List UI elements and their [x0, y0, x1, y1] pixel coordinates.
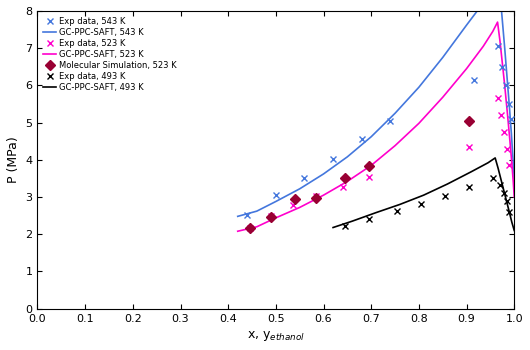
Legend: Exp data, 543 K, GC-PPC-SAFT, 543 K, Exp data, 523 K, GC-PPC-SAFT, 523 K, Molecu: Exp data, 543 K, GC-PPC-SAFT, 543 K, Exp…	[42, 15, 179, 94]
X-axis label: x, y$_{ethanol}$: x, y$_{ethanol}$	[247, 329, 305, 343]
Y-axis label: P (MPa): P (MPa)	[7, 136, 20, 183]
